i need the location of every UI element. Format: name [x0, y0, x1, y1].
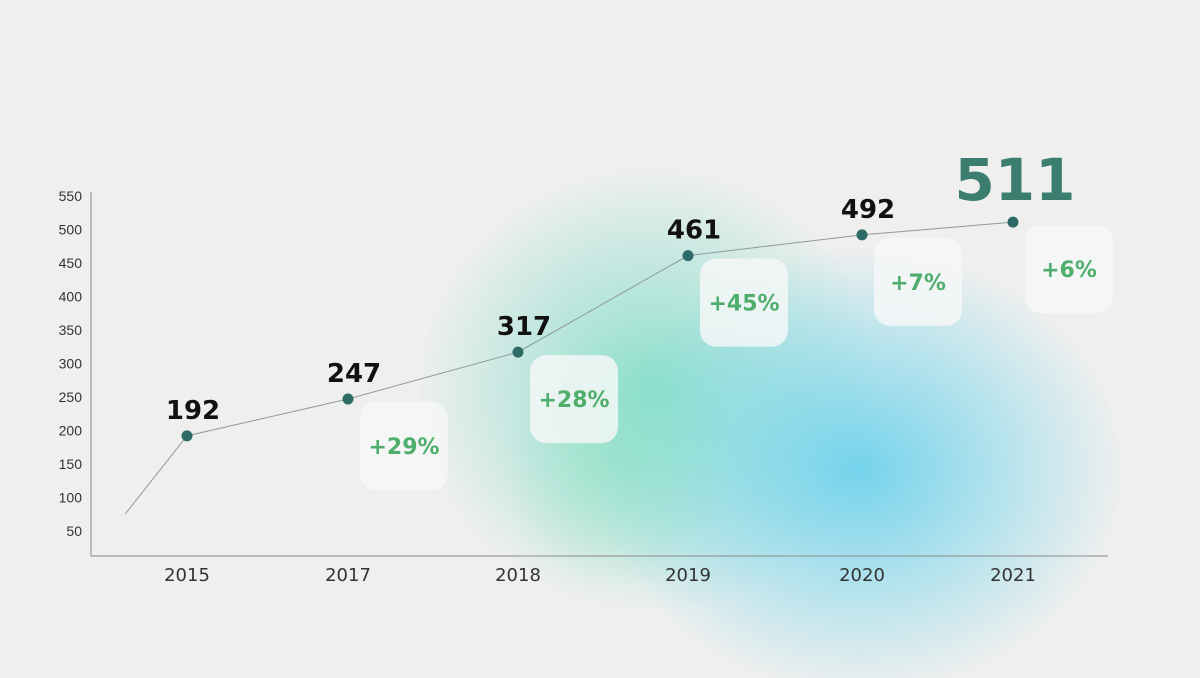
data-point: [682, 250, 694, 262]
y-tick-label: 200: [59, 423, 83, 439]
x-tick-label: 2020: [839, 565, 885, 586]
y-tick-label: 50: [66, 523, 82, 539]
growth-badges: +29% +28% +45% +7% +6%: [360, 225, 1113, 491]
growth-badge-background: [874, 237, 962, 326]
data-point: [512, 346, 524, 358]
y-tick-label: 150: [59, 456, 83, 472]
y-tick-label: 350: [59, 322, 83, 338]
growth-badge-label: +29%: [368, 435, 439, 460]
value-label: 461: [667, 216, 721, 246]
y-tick-label: 250: [59, 389, 83, 405]
y-tick-label: 100: [59, 490, 83, 506]
growth-badge-background: [1025, 225, 1113, 314]
y-tick-label: 550: [59, 188, 83, 204]
highlighted-value-label: 511: [954, 146, 1075, 214]
data-point: [181, 430, 193, 442]
x-tick-label: 2015: [164, 565, 210, 586]
growth-badge-label: +28%: [538, 388, 609, 413]
value-label: 192: [166, 396, 220, 426]
growth-badge-background: [360, 402, 448, 491]
y-tick-label: 450: [59, 255, 83, 271]
growth-badge-background: [530, 355, 618, 444]
growth-badge: +29%: [360, 402, 448, 491]
y-tick-labels: 50 100 150 200 250 300 350 400 450 500 550: [59, 188, 83, 539]
y-tick-label: 300: [59, 356, 83, 372]
value-labels: 192 247 317 461 492 511: [166, 146, 1076, 426]
data-point: [856, 229, 868, 241]
value-label: 247: [327, 359, 381, 389]
value-label: 492: [841, 195, 895, 225]
x-tick-labels: 2015 2017 2018 2019 2020 2021: [164, 565, 1036, 586]
x-tick-label: 2021: [990, 565, 1036, 586]
data-points: [181, 216, 1019, 442]
y-tick-label: 400: [59, 289, 83, 305]
data-point: [1007, 216, 1019, 228]
growth-badge-label: +7%: [890, 271, 946, 296]
growth-badge-background: [700, 258, 788, 347]
x-tick-label: 2017: [325, 565, 371, 586]
growth-badge: +45%: [700, 258, 788, 347]
growth-badge-label: +6%: [1041, 258, 1097, 283]
x-tick-label: 2018: [495, 565, 541, 586]
growth-badge-label: +45%: [708, 292, 779, 317]
value-label: 317: [497, 312, 551, 342]
x-tick-label: 2019: [665, 565, 711, 586]
growth-badge: +28%: [530, 355, 618, 444]
growth-badge: +7%: [874, 237, 962, 326]
y-tick-label: 500: [59, 222, 83, 238]
growth-badge: +6%: [1025, 225, 1113, 314]
data-point: [342, 393, 354, 405]
